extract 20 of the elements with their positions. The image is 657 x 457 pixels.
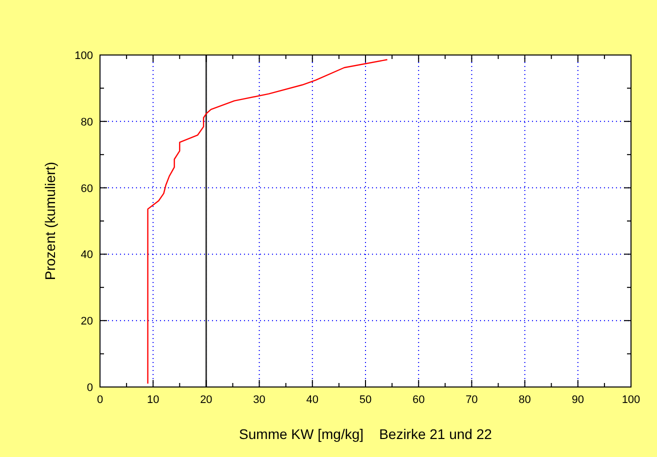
line-series: [147, 59, 388, 384]
x-tick-label: 60: [412, 394, 425, 406]
x-axis-title: Summe KW [mg/kg] Bezirke 21 und 22: [239, 426, 492, 442]
y-tick-label: 60: [80, 182, 93, 195]
x-tick-label: 70: [466, 394, 478, 406]
y-tick-label: 20: [80, 316, 93, 328]
y-tick-label: 100: [74, 50, 93, 62]
x-tick-label: 10: [146, 394, 160, 406]
y-tick-label: 80: [80, 116, 93, 128]
x-tick-label: 40: [306, 394, 319, 406]
x-tick-label: 30: [253, 394, 266, 406]
y-tick-label: 0: [86, 382, 93, 394]
y-axis-title: Prozent (kumuliert): [42, 162, 58, 280]
x-tick-label: 20: [200, 394, 212, 406]
x-tick-label: 100: [622, 394, 640, 406]
x-tick-label: 50: [359, 394, 372, 406]
x-tick-label: 90: [572, 394, 584, 406]
x-tick-label: 80: [518, 394, 531, 406]
y-tick-label: 40: [80, 249, 93, 262]
x-tick-label: 0: [96, 394, 104, 406]
